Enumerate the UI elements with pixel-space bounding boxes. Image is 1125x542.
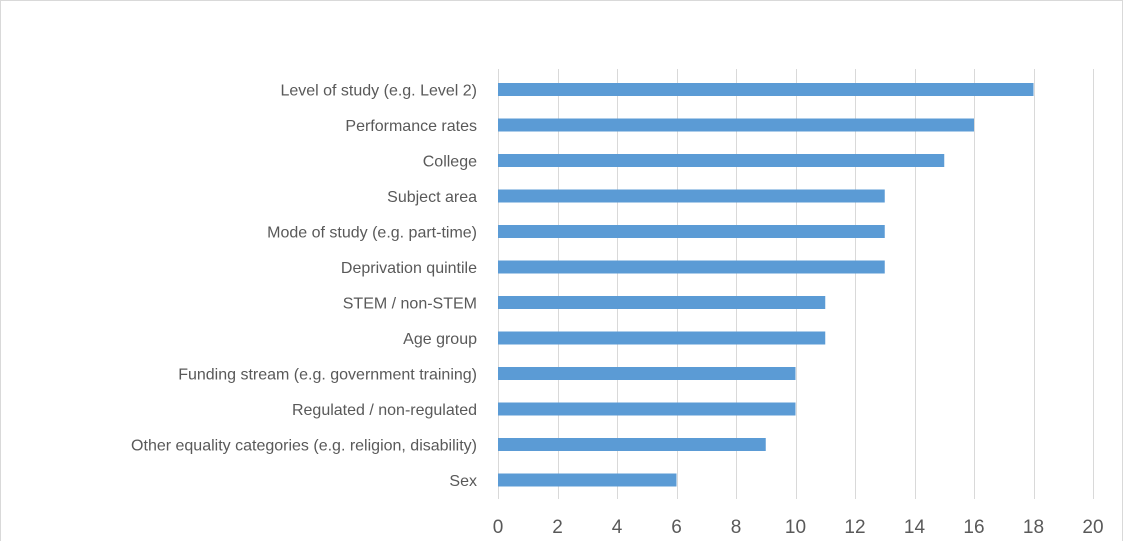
bar bbox=[498, 367, 796, 380]
bar bbox=[498, 296, 826, 309]
x-tick-label: 16 bbox=[963, 517, 984, 538]
category-label: Mode of study (e.g. part-time) bbox=[267, 225, 477, 242]
category-label: Deprivation quintile bbox=[341, 260, 477, 277]
x-tick-label: 12 bbox=[844, 517, 865, 538]
bar bbox=[498, 331, 826, 345]
x-tick-label: 0 bbox=[493, 517, 504, 538]
category-label: Performance rates bbox=[345, 118, 477, 135]
category-label: Subject area bbox=[387, 189, 477, 206]
bar bbox=[498, 438, 766, 451]
category-label: STEM / non-STEM bbox=[343, 296, 477, 313]
bar bbox=[498, 473, 677, 487]
x-tick-label: 4 bbox=[612, 517, 623, 538]
gridlines bbox=[498, 69, 1094, 499]
category-label: Level of study (e.g. Level 2) bbox=[280, 83, 477, 100]
bar bbox=[498, 154, 945, 167]
category-label: Regulated / non-regulated bbox=[292, 402, 477, 419]
category-label: Age group bbox=[403, 331, 477, 348]
category-label: College bbox=[423, 154, 477, 171]
x-tick-label: 8 bbox=[731, 517, 742, 538]
bar bbox=[498, 260, 885, 274]
bar bbox=[498, 118, 974, 132]
bar bbox=[498, 402, 796, 416]
x-axis-tick-labels: 0 2 4 6 8 10 12 14 16 18 20 bbox=[493, 517, 1104, 538]
x-tick-label: 20 bbox=[1082, 517, 1103, 538]
x-tick-label: 18 bbox=[1023, 517, 1044, 538]
x-tick-label: 14 bbox=[904, 517, 926, 538]
bars bbox=[498, 83, 1034, 487]
bar bbox=[498, 83, 1034, 96]
x-tick-label: 10 bbox=[785, 517, 806, 538]
category-label: Sex bbox=[449, 473, 477, 490]
x-tick-label: 2 bbox=[552, 517, 563, 538]
bar bbox=[498, 225, 885, 238]
bar bbox=[498, 189, 885, 203]
x-tick-label: 6 bbox=[671, 517, 682, 538]
category-labels: Level of study (e.g. Level 2) Performance… bbox=[131, 83, 477, 491]
category-label: Other equality categories (e.g. religion… bbox=[131, 438, 477, 455]
category-label: Funding stream (e.g. government training… bbox=[178, 367, 477, 384]
